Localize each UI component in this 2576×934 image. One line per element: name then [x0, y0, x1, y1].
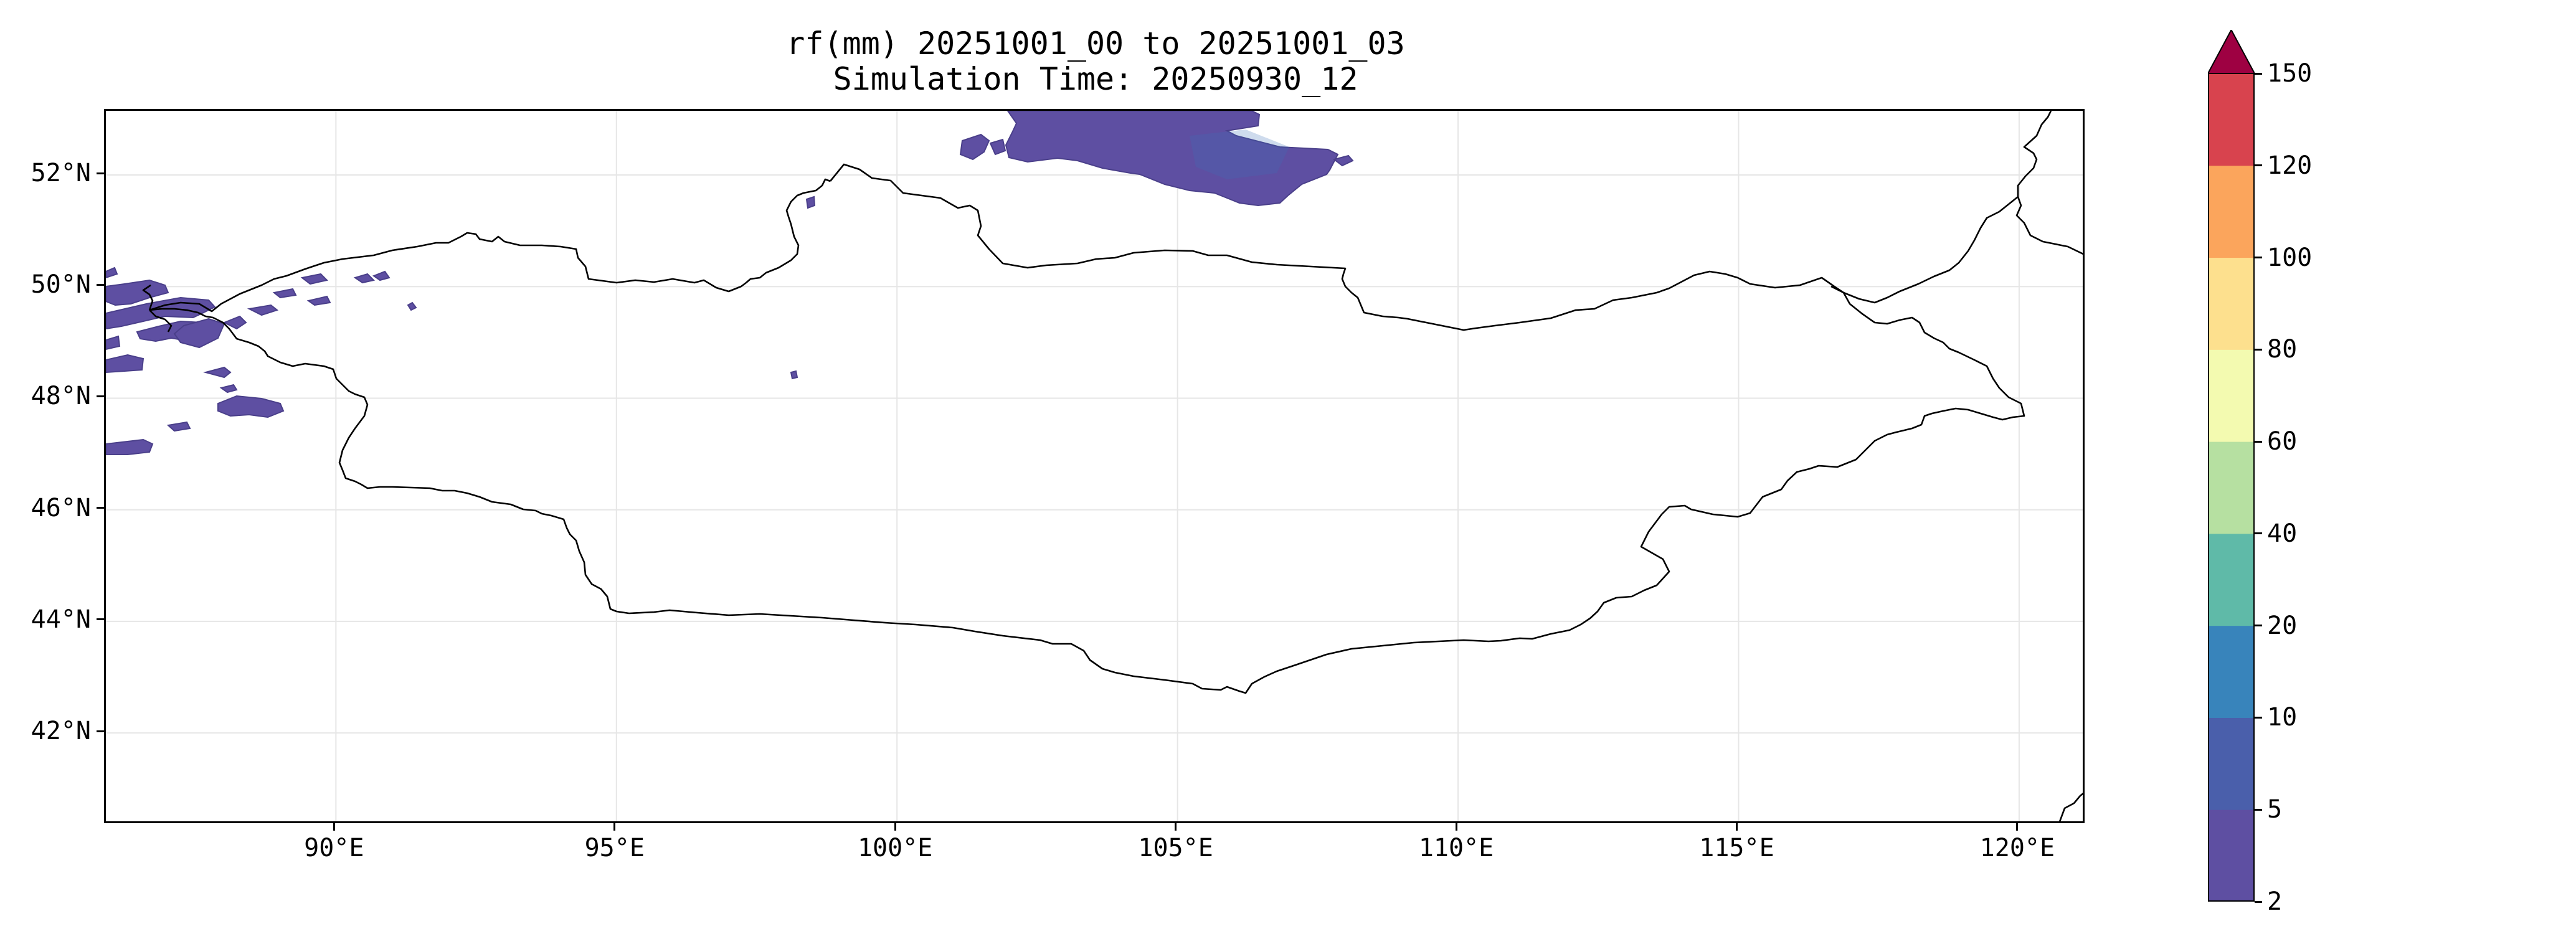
colorbar-label-150: 150 — [2267, 59, 2313, 88]
lon-tick-115 — [1735, 823, 1738, 831]
colorbar-label-40: 40 — [2267, 519, 2298, 548]
lat-tick-52 — [97, 172, 104, 174]
colorbar-label-120: 120 — [2267, 151, 2313, 180]
lat-label-48: 48°N — [31, 382, 91, 411]
colorbar-bin-10-20 — [2208, 625, 2255, 718]
colorbar-label-20: 20 — [2267, 611, 2298, 640]
lat-tick-50 — [97, 283, 104, 286]
lon-label-115: 115°E — [1699, 834, 1774, 862]
colorbar-bin-80-100 — [2208, 257, 2255, 350]
lon-tick-90 — [333, 823, 335, 831]
colorbar-label-60: 60 — [2267, 427, 2298, 456]
lon-label-105: 105°E — [1138, 834, 1213, 862]
lat-label-52: 52°N — [31, 159, 91, 188]
rain-area-west — [106, 267, 798, 455]
colorbar-label-10: 10 — [2267, 703, 2298, 732]
lat-label-44: 44°N — [31, 605, 91, 634]
colorbar-bin-120-150 — [2208, 73, 2255, 166]
colorbar-tick-5 — [2255, 808, 2262, 811]
colorbar-label-2: 2 — [2267, 887, 2283, 916]
map-title: rf(mm) 20251001_00 to 20251001_03 — [786, 26, 1405, 62]
lat-tick-48 — [97, 395, 104, 397]
colorbar-tick-40 — [2255, 532, 2262, 535]
lon-tick-120 — [2016, 823, 2019, 831]
colorbar-tick-150 — [2255, 72, 2262, 75]
colorbar-tick-20 — [2255, 625, 2262, 627]
lon-tick-95 — [613, 823, 616, 831]
colorbar-label-80: 80 — [2267, 335, 2298, 364]
lon-tick-105 — [1175, 823, 1177, 831]
lat-label-50: 50°N — [31, 270, 91, 300]
lon-tick-110 — [1455, 823, 1457, 831]
colorbar — [2207, 28, 2256, 902]
colorbar-bin-20-40 — [2208, 533, 2255, 626]
colorbar-bin-100-120 — [2208, 165, 2255, 258]
lon-label-120: 120°E — [1979, 834, 2055, 862]
colorbar-bin-60-80 — [2208, 349, 2255, 442]
lon-label-90: 90°E — [304, 834, 364, 862]
map-subtitle: Simulation Time: 20250930_12 — [833, 61, 1358, 97]
colorbar-tick-60 — [2255, 440, 2262, 443]
lat-tick-46 — [97, 507, 104, 509]
rain-area-north-core — [1190, 130, 1289, 179]
map-frame — [104, 109, 2085, 823]
colorbar-bin-40-60 — [2208, 441, 2255, 534]
colorbar-label-5: 5 — [2267, 795, 2283, 824]
colorbar-tick-120 — [2255, 164, 2262, 167]
colorbar-tick-100 — [2255, 257, 2262, 259]
lon-tick-100 — [894, 823, 896, 831]
colorbar-bin-2-5 — [2208, 809, 2255, 902]
colorbar-bin-5-10 — [2208, 717, 2255, 810]
colorbar-label-100: 100 — [2267, 243, 2313, 272]
colorbar-graphic — [2207, 28, 2256, 902]
colorbar-outline — [2208, 73, 2255, 902]
rain-area-north — [805, 111, 1354, 209]
colorbar-tick-2 — [2255, 900, 2262, 903]
lon-label-100: 100°E — [857, 834, 933, 862]
lon-label-110: 110°E — [1418, 834, 1494, 862]
lat-tick-42 — [97, 730, 104, 732]
colorbar-extend-triangle — [2207, 28, 2256, 74]
lat-label-46: 46°N — [31, 493, 91, 522]
map-gridlines — [106, 111, 2083, 821]
map-canvas — [106, 111, 2083, 821]
lon-label-95: 95°E — [584, 834, 645, 862]
lat-tick-44 — [97, 618, 104, 621]
country-borders — [142, 111, 2083, 821]
mongolia-border — [829, 111, 2052, 331]
colorbar-tick-10 — [2255, 716, 2262, 719]
lat-label-42: 42°N — [31, 717, 91, 746]
colorbar-tick-80 — [2255, 348, 2262, 351]
